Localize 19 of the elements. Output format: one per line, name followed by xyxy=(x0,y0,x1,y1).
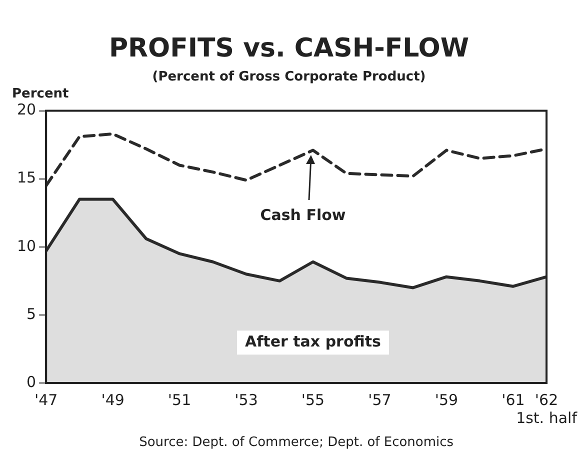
y-tick-label: 0 xyxy=(26,372,36,391)
x-tick-label: '47 xyxy=(34,390,58,409)
y-tick-label: 5 xyxy=(26,304,36,323)
x-tick-label: '55 xyxy=(301,390,325,409)
series-label: Cash Flow xyxy=(260,206,346,224)
source-note: Source: Dept. of Commerce; Dept. of Economics xyxy=(139,434,454,450)
y-tick-label: 20 xyxy=(16,100,36,119)
chart-title: PROFITS vs. CASH-FLOW xyxy=(108,33,470,64)
chart-subtitle: (Percent of Gross Corporate Product) xyxy=(152,69,426,84)
x-tick-label: '53 xyxy=(234,390,258,409)
x-tick-label: '59 xyxy=(434,390,458,409)
y-axis-title: Percent xyxy=(12,86,69,102)
x-tick-label: '61 xyxy=(502,390,525,409)
series-label: After tax profits xyxy=(245,332,382,351)
y-tick-label: 10 xyxy=(16,236,36,255)
x-tick-label: '57 xyxy=(368,390,392,409)
y-tick-label: 15 xyxy=(16,168,36,187)
x-tick-label: '51 xyxy=(168,390,192,409)
x-tick-label: '49 xyxy=(101,390,124,409)
